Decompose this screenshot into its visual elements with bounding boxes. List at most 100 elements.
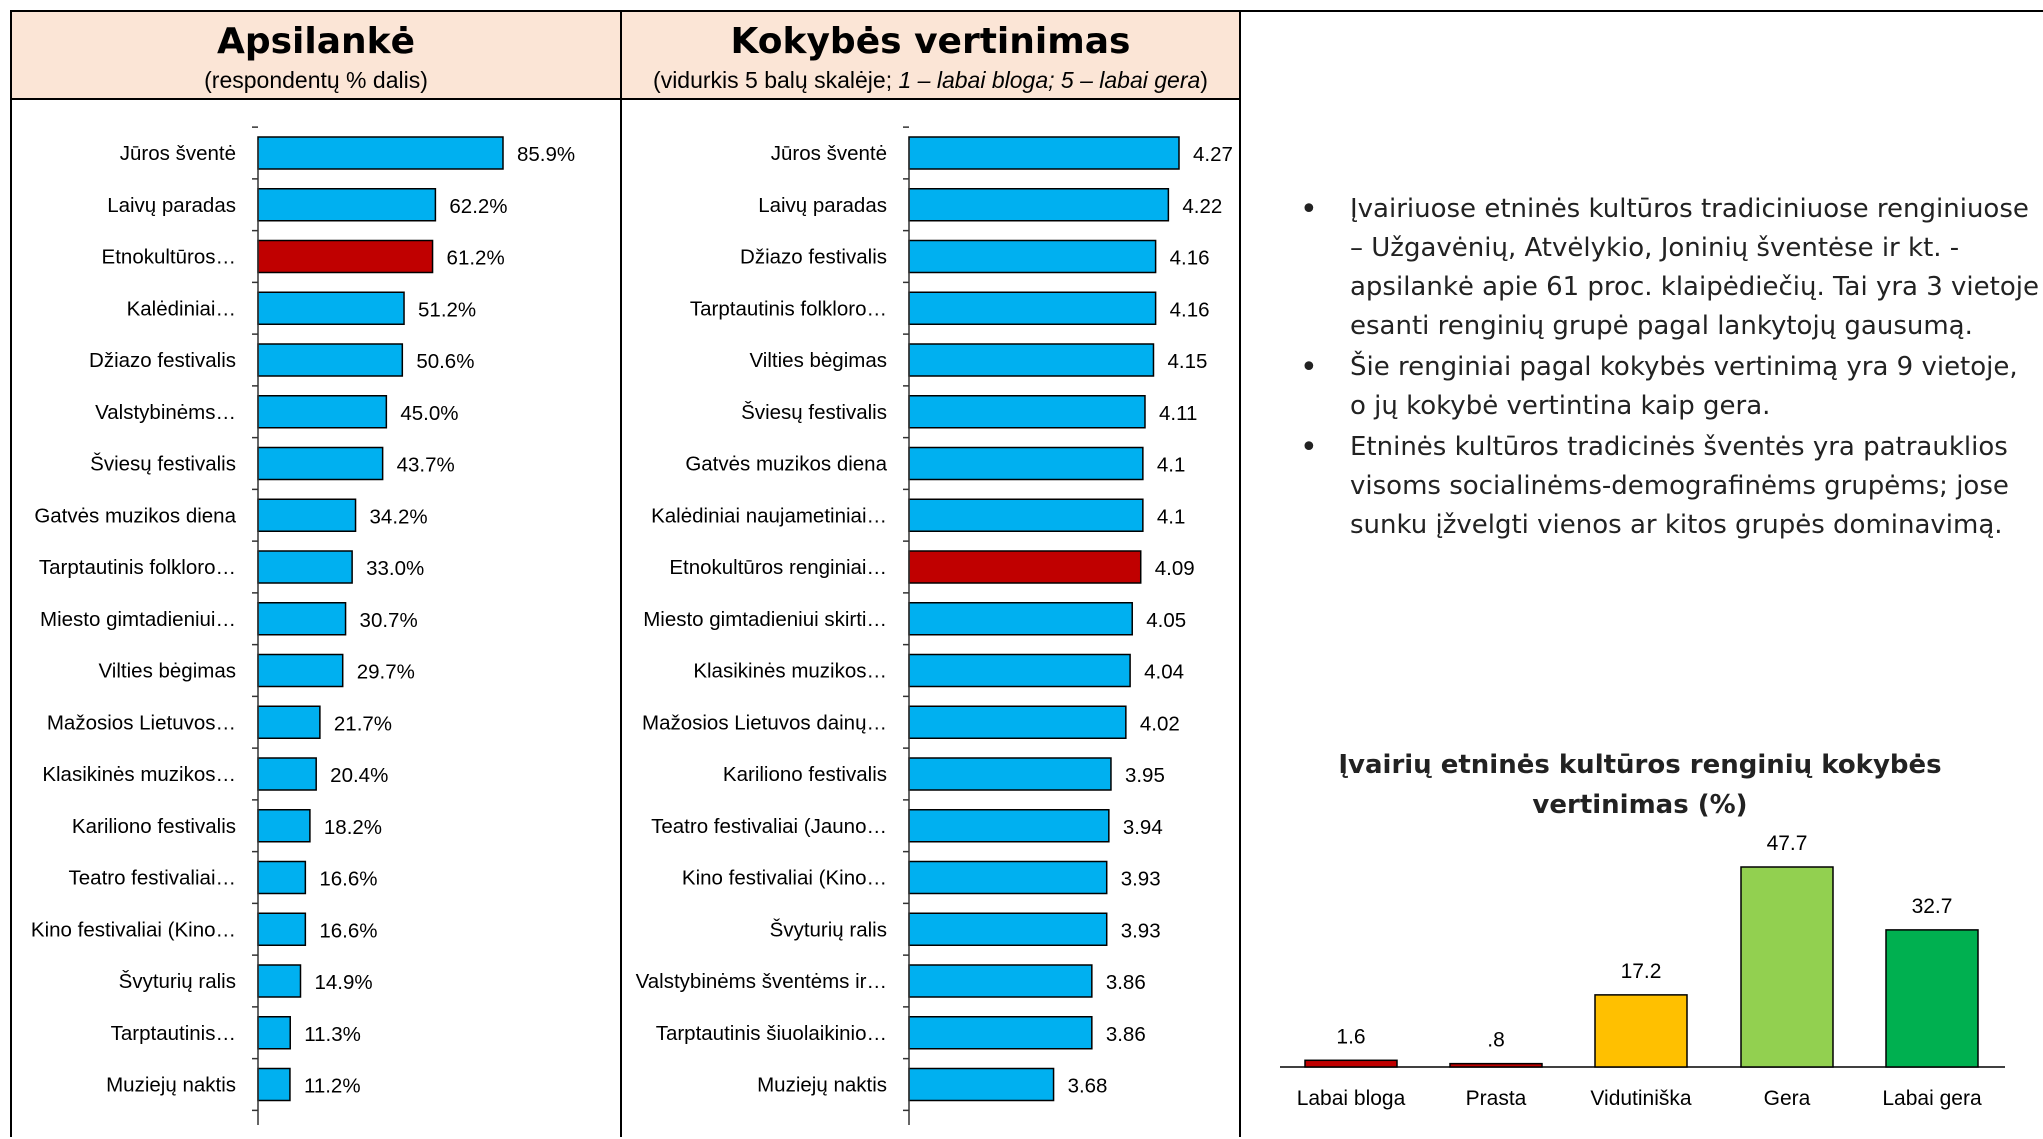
distribution-bar [1885, 929, 1979, 1068]
quality-value-label: 4.15 [1167, 350, 1207, 373]
distribution-value-label: 32.7 [1912, 895, 1953, 918]
attendance-value-label: 45.0% [400, 402, 458, 425]
quality-value-label: 3.86 [1106, 1023, 1146, 1046]
top-border-line [1239, 10, 2043, 12]
attendance-bar [257, 498, 357, 532]
attendance-bar [257, 550, 353, 584]
quality-subtitle-end: ) [1200, 67, 1208, 93]
distribution-category-label: Labai bloga [1297, 1087, 1406, 1110]
quality-panel: Kokybės vertinimas (vidurkis 5 balų skal… [620, 10, 1241, 1137]
quality-bar [908, 602, 1133, 636]
attendance-bar [257, 291, 405, 325]
attendance-bar [257, 809, 311, 843]
quality-bar [908, 550, 1142, 584]
attendance-value-label: 14.9% [314, 971, 372, 994]
attendance-value-label: 11.3% [304, 1023, 361, 1046]
quality-bar [908, 705, 1127, 739]
attendance-category-label: Švyturių ralis [119, 970, 236, 993]
attendance-value-label: 34.2% [370, 505, 428, 528]
bullet-item: Šie renginiai pagal kokybės vertinimą yr… [1300, 348, 2040, 426]
quality-category-label: Teatro festivaliai (Jauno… [651, 815, 887, 838]
quality-category-label: Klasikinės muzikos… [693, 660, 887, 683]
distribution-value-label: 47.7 [1767, 832, 1808, 855]
attendance-category-label: Kariliono festivalis [72, 815, 236, 838]
attendance-category-label: Džiazo festivalis [89, 349, 236, 372]
quality-category-label: Tarptautinis šiuolaikinio… [656, 1022, 887, 1045]
attendance-value-label: 18.2% [324, 816, 382, 839]
attendance-value-label: 21.7% [334, 712, 392, 735]
quality-value-label: 3.93 [1121, 919, 1161, 942]
attendance-bar [257, 705, 321, 739]
quality-value-label: 4.09 [1155, 557, 1195, 580]
attendance-bar [257, 860, 307, 895]
attendance-bar [257, 602, 347, 636]
quality-value-label: 3.86 [1106, 971, 1146, 994]
attendance-value-label: 85.9% [517, 143, 575, 166]
attendance-category-label: Gatvės muzikos diena [34, 504, 236, 527]
quality-category-label: Tarptautinis folkloro… [690, 297, 887, 320]
quality-value-label: 4.02 [1140, 712, 1180, 735]
quality-bar [908, 860, 1108, 895]
attendance-subtitle: (respondentų % dalis) [204, 67, 428, 93]
quality-subtitle-italic: 1 – labai bloga; 5 – labai gera [898, 67, 1201, 93]
attendance-category-label: Tarptautinis… [111, 1022, 236, 1045]
attendance-value-label: 33.0% [366, 557, 424, 580]
attendance-value-label: 61.2% [447, 247, 505, 270]
quality-title: Kokybės vertinimas [730, 21, 1131, 62]
distribution-bar [1304, 1059, 1398, 1068]
distribution-value-label: 17.2 [1621, 960, 1662, 983]
attendance-bar [257, 757, 317, 791]
quality-category-label: Švyturių ralis [770, 918, 887, 941]
quality-category-label: Kariliono festivalis [723, 763, 887, 786]
bullet-item: Įvairiuose etninės kultūros tradiciniuos… [1300, 190, 2040, 346]
attendance-value-label: 62.2% [449, 195, 507, 218]
quality-category-label: Jūros šventė [771, 142, 887, 165]
quality-category-label: Mažosios Lietuvos dainų… [642, 711, 887, 734]
quality-category-label: Valstybinėms šventėms ir… [636, 970, 887, 993]
quality-bar [908, 1016, 1093, 1050]
attendance-bar [257, 239, 434, 274]
attendance-bar [257, 343, 404, 377]
attendance-bar [257, 395, 388, 429]
quality-value-label: 4.22 [1182, 195, 1222, 218]
quality-bar [908, 498, 1144, 532]
attendance-bar [257, 1016, 291, 1050]
attendance-category-label: Etnokultūros… [102, 246, 236, 269]
quality-bar [908, 1067, 1055, 1102]
distribution-category-label: Gera [1764, 1087, 1811, 1110]
attendance-category-label: Miesto gimtadieniui… [40, 608, 236, 631]
attendance-category-label: Laivų paradas [107, 194, 236, 217]
attendance-bar [257, 188, 437, 222]
attendance-category-label: Jūros šventė [120, 142, 236, 165]
attendance-category-label: Šviesų festivalis [90, 453, 236, 476]
quality-category-label: Gatvės muzikos diena [685, 453, 887, 476]
attendance-value-label: 11.2% [304, 1075, 361, 1098]
attendance-category-label: Kalėdiniai… [127, 297, 236, 320]
attendance-bar-chart: Jūros šventė 85.9% Laivų paradas 62.2% Etnok… [31, 126, 575, 1125]
attendance-value-label: 16.6% [319, 868, 377, 891]
attendance-value-label: 20.4% [330, 764, 388, 787]
quality-category-label: Etnokultūros renginiai… [669, 556, 887, 579]
quality-value-label: 3.93 [1121, 868, 1161, 891]
quality-bar [908, 757, 1112, 791]
quality-category-label: Šviesų festivalis [741, 401, 887, 424]
quality-value-label: 4.04 [1144, 661, 1184, 684]
attendance-value-label: 30.7% [360, 609, 418, 632]
attendance-category-label: Valstybinėms… [95, 401, 236, 424]
summary-bullets: Įvairiuose etninės kultūros tradiciniuos… [1300, 190, 2040, 547]
quality-category-label: Vilties bėgimas [750, 349, 888, 372]
quality-value-label: 4.16 [1170, 247, 1210, 270]
quality-category-label: Kino festivaliai (Kino… [682, 867, 887, 890]
quality-subtitle: (vidurkis 5 balų skalėje; 1 – labai blog… [622, 66, 1239, 94]
quality-header: Kokybės vertinimas (vidurkis 5 balų skal… [622, 12, 1239, 100]
attendance-bar [257, 653, 344, 688]
quality-category-label: Laivų paradas [758, 194, 887, 217]
distribution-value-label: 1.6 [1336, 1025, 1365, 1048]
attendance-title: Apsilankė [216, 21, 416, 62]
quality-bar [908, 912, 1108, 946]
attendance-bar [257, 964, 302, 998]
attendance-bar [257, 912, 307, 946]
quality-value-label: 4.1 [1157, 454, 1186, 477]
attendance-value-label: 50.6% [416, 350, 474, 373]
quality-category-label: Muziejų naktis [757, 1074, 887, 1097]
